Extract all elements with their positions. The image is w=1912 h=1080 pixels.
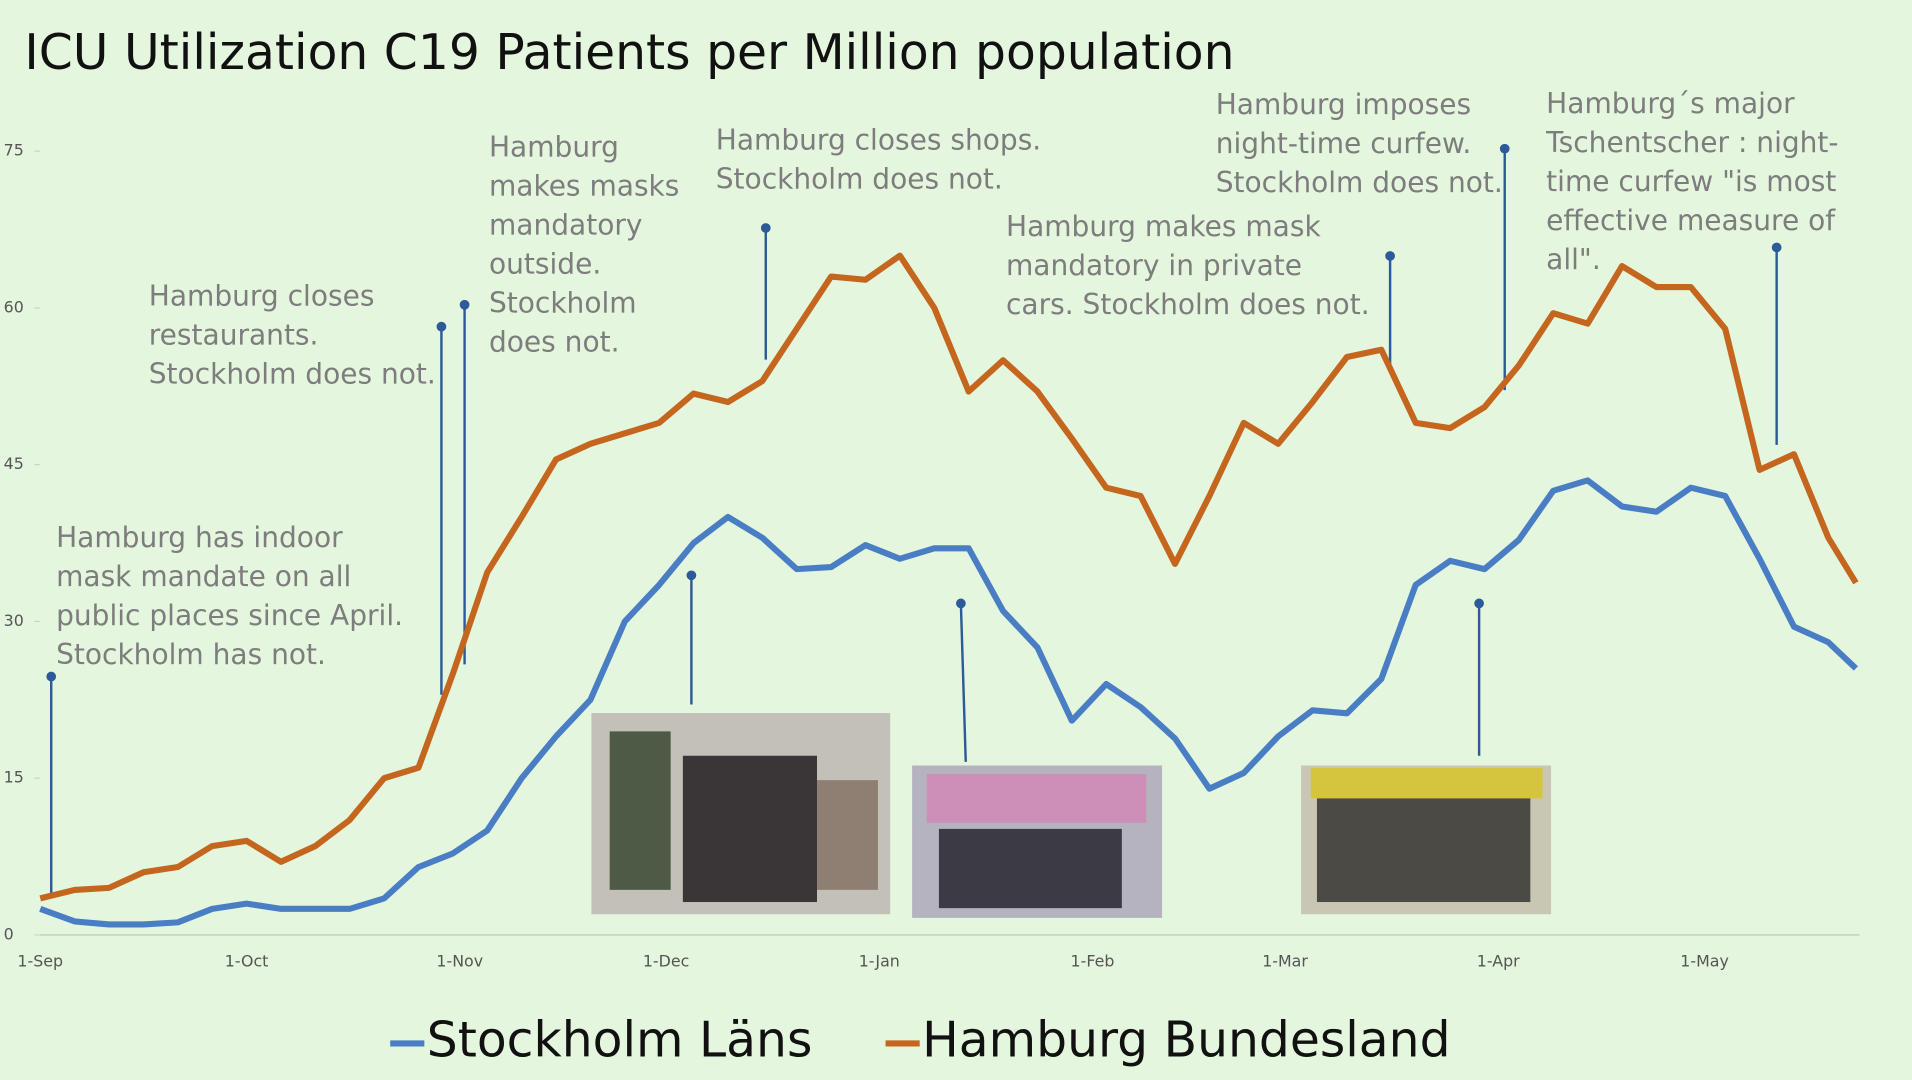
annotation: public places since April. — [56, 599, 403, 632]
annotation: cars. Stockholm does not. — [1006, 288, 1370, 321]
annotation: Stockholm does not. — [149, 357, 436, 390]
annotation: all". — [1546, 243, 1601, 276]
y-tick-label: 45 — [4, 454, 24, 473]
annotation: Stockholm does not. — [1216, 166, 1503, 199]
series-line — [39, 252, 1859, 902]
y-tick-label: 15 — [4, 768, 24, 787]
annotation: Stockholm does not. — [716, 162, 1003, 195]
annotation: mandatory — [489, 209, 643, 242]
x-tick-label: 1-Jan — [859, 951, 900, 970]
photo — [1301, 765, 1552, 915]
y-tick-label: 30 — [4, 611, 24, 630]
annotation: mask mandate on all — [56, 560, 351, 593]
annotation: makes masks — [489, 170, 679, 203]
x-tick-label: 1-Dec — [643, 951, 689, 970]
annotation: Hamburg has indoor — [56, 521, 343, 554]
annotation: Hamburg closes shops. — [716, 123, 1041, 156]
annotation: mandatory in private — [1006, 249, 1302, 282]
annotation: effective measure of — [1546, 204, 1836, 237]
annotation: outside. — [489, 248, 601, 281]
legend-label: Hamburg Bundesland — [922, 1012, 1450, 1068]
annotation: Tschentscher : night- — [1545, 126, 1838, 159]
annotation: Hamburg makes mask — [1006, 210, 1321, 243]
annotation: does not. — [489, 326, 620, 359]
series-line — [39, 477, 1859, 928]
annotation: Stockholm has not. — [56, 638, 326, 671]
annotation: Hamburg´s major — [1546, 87, 1795, 120]
annotation: night-time curfew. — [1216, 127, 1472, 160]
annotation: Hamburg imposes — [1216, 88, 1471, 121]
x-tick-label: 1-Apr — [1477, 951, 1520, 970]
y-tick-label: 60 — [4, 297, 24, 316]
x-tick-label: 1-Nov — [436, 951, 483, 970]
y-tick-label: 0 — [4, 924, 14, 943]
annotation: Stockholm — [489, 287, 637, 320]
photo — [912, 765, 1163, 918]
y-tick-label: 75 — [4, 141, 24, 160]
photo — [591, 713, 891, 915]
legend-label: Stockholm Läns — [427, 1012, 813, 1068]
x-tick-label: 1-May — [1680, 951, 1729, 970]
annotation: restaurants. — [149, 318, 319, 351]
annotation: Hamburg — [489, 131, 619, 164]
annotation: time curfew "is most — [1546, 165, 1836, 198]
chart-title: ICU Utilization C19 Patients per Million… — [24, 25, 1234, 81]
x-tick-label: 1-Feb — [1071, 951, 1115, 970]
annotation: Hamburg closes — [149, 279, 375, 312]
pointer-lines — [46, 143, 1782, 896]
x-tick-label: 1-Mar — [1262, 951, 1308, 970]
x-tick-label: 1-Oct — [225, 951, 269, 970]
x-tick-label: 1-Sep — [17, 951, 63, 970]
